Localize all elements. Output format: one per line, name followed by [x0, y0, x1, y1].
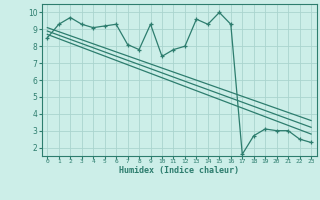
X-axis label: Humidex (Indice chaleur): Humidex (Indice chaleur)	[119, 166, 239, 175]
